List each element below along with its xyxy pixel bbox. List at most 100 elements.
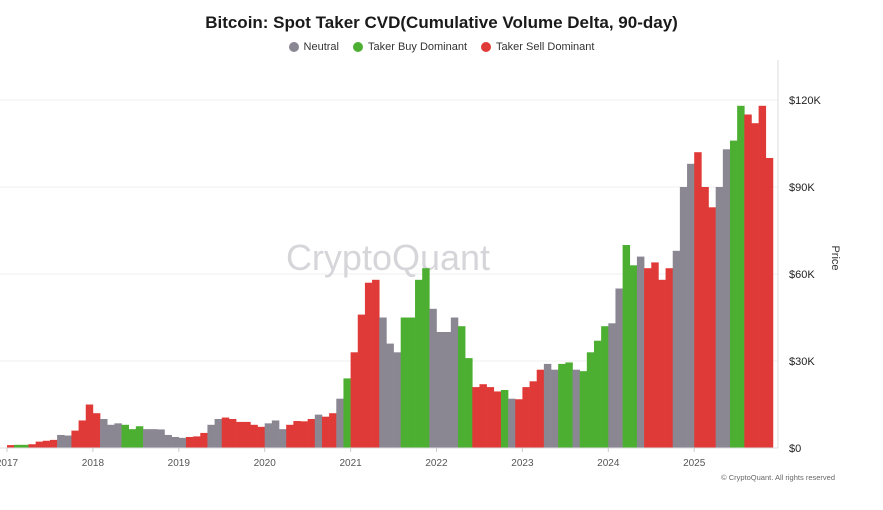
legend-label: Taker Buy Dominant [367,41,468,53]
bar-buy [14,444,22,448]
bar-neutral [164,434,172,448]
sell-dot-icon [481,42,492,52]
bar-sell [472,387,480,448]
bar-sell [7,445,15,448]
bar-buy [465,358,473,448]
legend-item-buy[interactable]: Taker Buy Dominant [352,41,468,53]
bar-sell [193,436,201,448]
bar-neutral [314,414,323,448]
bar-sell [364,282,373,448]
bar-sell [758,105,767,449]
bar-sell [329,413,337,448]
y-tick-label: $60K [789,269,815,281]
bar-buy [415,279,423,448]
bar-neutral [379,317,387,448]
bar-sell [200,432,208,448]
bar-sell [522,387,530,448]
bar-buy [565,362,573,448]
bar-sell [486,387,495,448]
bar-neutral [443,332,452,448]
bar-buy [21,444,29,448]
bar-sell [35,441,44,448]
bar-sell [350,352,359,448]
bar-neutral [150,429,158,448]
bar-neutral [450,317,459,448]
bar-neutral [715,187,724,448]
y-tick-label: $0 [789,443,801,455]
bar-sell [49,439,58,448]
legend-label: Taker Sell Dominant [496,41,595,53]
bar-neutral [178,437,187,448]
bar-neutral [436,332,444,448]
legend-item-neutral[interactable]: Neutral [288,41,339,53]
bar-sell [293,421,301,448]
bar-buy [593,340,602,448]
bar-neutral [615,288,623,448]
copyright: © CryptoQuant. All rights reserved [721,473,835,482]
bar-sell [651,262,659,448]
bar-sell [708,207,716,448]
bar-sell [221,417,230,448]
x-tick-label: 2018 [82,458,105,469]
bar-sell [185,436,194,448]
y-tick-label: $30K [789,356,815,368]
x-tick-label: 2021 [339,458,362,469]
bar-sell [307,419,316,448]
bar-neutral [393,352,402,448]
bar-neutral [64,435,72,448]
bar-sell [71,430,79,448]
bar-sell [228,419,237,448]
bar-buy [407,317,416,448]
bar-neutral [636,256,645,448]
bar-sell [92,413,101,448]
bar-buy [601,326,609,448]
bar-sell [250,424,258,448]
bar-neutral [171,436,180,448]
bar-neutral [57,434,65,448]
bar-buy [586,352,595,448]
legend-item-sell[interactable]: Taker Sell Dominant [481,41,594,53]
bar-sell [658,279,666,448]
y-tick-label: $120K [789,95,821,107]
neutral-dot-icon [288,42,299,52]
bar-sell [243,421,251,448]
bar-sell [42,440,51,448]
bar-neutral [429,308,437,448]
x-tick-label: 2025 [683,458,706,469]
bar-sell [529,381,538,448]
bar-neutral [543,363,552,448]
chart-title: Bitcoin: Spot Taker CVD(Cumulative Volum… [205,13,678,32]
bar-sell [321,416,330,448]
bar-sell [78,420,87,448]
y-tick-label: $90K [789,182,815,194]
bar-neutral [672,250,681,448]
bar-buy [457,326,466,448]
bar-sell [479,384,487,448]
x-tick-label: 2020 [254,458,277,469]
bar-buy [400,317,409,448]
bar-sell [536,369,545,448]
bar-neutral [722,149,731,449]
bar-buy [579,371,588,448]
bar-neutral [572,369,580,448]
bar-neutral [157,429,165,448]
bar-buy [629,265,638,448]
bar-sell [665,268,674,448]
bar-sell [357,314,366,448]
x-tick-label: 2017 [0,458,19,469]
bar-sell [372,279,380,448]
bar-sell [300,421,308,448]
bar-sell [644,268,652,448]
bar-sell [515,399,523,448]
bar-buy [422,268,430,448]
bar-buy [500,390,509,448]
bar-buy [121,424,129,448]
x-tick-label: 2022 [425,458,448,469]
buy-dot-icon [352,42,363,52]
bar-neutral [336,398,344,448]
bar-neutral [551,369,559,448]
bar-neutral [100,419,108,448]
bar-neutral [114,423,122,448]
bar-neutral [143,429,151,448]
bar-sell [701,187,709,448]
